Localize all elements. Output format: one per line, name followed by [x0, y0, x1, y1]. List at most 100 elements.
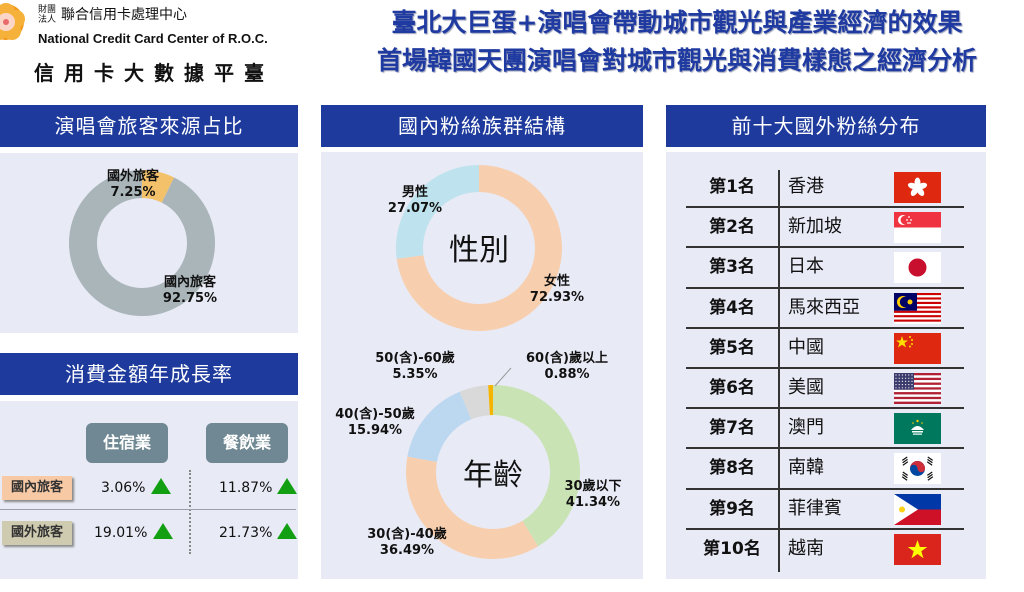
page-title: 臺北大巨蛋+演唱會帶動城市觀光與產業經濟的效果 首場韓國天團演唱會對城市觀光與消… — [330, 4, 1024, 80]
country-name: 美國 — [788, 377, 824, 398]
up-arrow-icon — [277, 478, 297, 494]
usa-flag-icon — [894, 373, 941, 404]
row-divider — [0, 509, 296, 510]
row-label-domestic: 國內旅客 — [2, 476, 72, 500]
south-korea-flag-icon — [894, 453, 941, 485]
china-flag-icon — [894, 332, 941, 364]
up-arrow-icon — [277, 523, 297, 539]
rank-row: 第9名 菲律賓 — [686, 489, 964, 529]
slice-label: 男性 — [402, 184, 428, 200]
donut-slice-1-1 — [396, 165, 479, 259]
slice-label: 30(含)-40歲 — [367, 526, 446, 542]
rank-separator — [686, 246, 964, 249]
domestic-lodging-value: 3.06% — [101, 480, 146, 496]
rank-label: 第3名 — [709, 257, 755, 278]
growth-header: 消費金額年成長率 — [0, 353, 298, 395]
slice-label: 50(含)-60歲 — [375, 350, 454, 366]
rank-separator — [686, 527, 964, 530]
rank-label: 第9名 — [709, 498, 755, 519]
donut-slice-1-0 — [396, 165, 562, 331]
rank-label: 第4名 — [709, 297, 755, 318]
org-name-zh: 財團法人 聯合信用卡處理中心 — [38, 3, 187, 27]
rank-row: 第1名 香港 — [686, 167, 964, 207]
rank-label: 第2名 — [709, 217, 755, 238]
rank-label: 第8名 — [709, 458, 755, 479]
donut-slice-0-1 — [68, 170, 215, 316]
title-line-1: 臺北大巨蛋+演唱會帶動城市觀光與產業經濟的效果 — [391, 8, 963, 37]
rank-label: 第6名 — [709, 378, 755, 398]
malaysia-flag-icon — [894, 292, 941, 324]
country-name: 越南 — [788, 537, 824, 559]
leader-line — [494, 367, 512, 387]
rank-row: 第2名 新加坡 — [686, 207, 964, 247]
country-name: 澳門 — [788, 417, 824, 439]
foreign-lodging-value: 19.01% — [94, 525, 148, 541]
rank-row: 第3名 日本 — [686, 247, 964, 287]
nccc-logo: 財團法人 聯合信用卡處理中心 National Credit Card Cente… — [0, 0, 312, 95]
rank-separator — [686, 206, 964, 209]
up-arrow-icon — [151, 478, 171, 494]
slice-label: 30歲以下 — [564, 478, 621, 494]
org-name-en: National Credit Card Center of R.O.C. — [38, 31, 268, 46]
platform-name: 信用卡大數據平臺 — [34, 61, 274, 85]
rank-row: 第8名 南韓 — [686, 448, 964, 488]
slice-label: 60(含)歲以上 — [526, 350, 608, 366]
rank-separator — [686, 407, 964, 410]
slice-label: 國外旅客 — [107, 168, 160, 184]
hong-kong-flag-icon — [894, 172, 941, 203]
philippines-flag-icon — [894, 493, 941, 525]
donut-slice-0-0 — [142, 170, 175, 203]
country-name: 南韓 — [788, 457, 824, 479]
domestic-dining-value: 11.87% — [219, 480, 273, 496]
visitor-source-header: 演唱會旅客來源占比 — [0, 105, 298, 147]
title-line-2: 首場韓國天團演唱會對城市觀光與消費樣態之經濟分析 — [376, 46, 977, 75]
country-name: 日本 — [788, 256, 824, 278]
slice-value-label: 36.49% — [380, 543, 434, 558]
rank-label: 第7名 — [709, 418, 755, 439]
slice-value-label: 92.75% — [163, 291, 217, 306]
country-name: 馬來西亞 — [788, 296, 860, 318]
rank-row: 第7名 澳門 — [686, 408, 964, 448]
visitor-source-panel: 國外旅客 7.25% 國內旅客 92.75% — [0, 153, 298, 333]
donut-center-label: 年齡 — [463, 458, 523, 493]
slice-value-label: 72.93% — [530, 290, 584, 305]
top10-header: 前十大國外粉絲分布 — [666, 105, 986, 147]
donut-slice-2-3 — [459, 385, 490, 420]
donut-slice-2-1 — [406, 456, 539, 559]
up-arrow-icon — [153, 523, 173, 539]
rank-row: 第6名 美國 — [686, 368, 964, 408]
slice-value-label: 27.07% — [388, 201, 442, 216]
donut-slice-2-4 — [488, 385, 493, 416]
rank-column-divider — [778, 170, 780, 572]
org-name: 聯合信用卡處理中心 — [61, 7, 187, 23]
column-lodging: 住宿業 — [86, 423, 168, 463]
foreign-dining-value: 21.73% — [219, 525, 273, 541]
plum-blossom-icon — [0, 3, 25, 40]
macau-flag-icon — [894, 413, 941, 445]
slice-value-label: 0.88% — [544, 367, 589, 382]
slice-value-label: 7.25% — [110, 185, 155, 200]
slice-value-label: 41.34% — [566, 495, 620, 510]
country-name: 新加坡 — [788, 216, 842, 238]
rank-separator — [686, 367, 964, 369]
rank-separator — [686, 286, 964, 289]
rank-label: 第10名 — [703, 538, 761, 559]
rank-label: 第5名 — [709, 337, 755, 358]
org-prefix: 財團法人 — [38, 5, 57, 25]
slice-value-label: 5.35% — [392, 367, 437, 382]
domestic-fans-header: 國內粉絲族群結構 — [321, 105, 643, 147]
rank-separator — [686, 487, 964, 490]
rank-row: 第4名 馬來西亞 — [686, 288, 964, 328]
slice-value-label: 15.94% — [348, 423, 402, 438]
domestic-fans-panel: 女性 72.93% 男性 27.07% 性別 30歲以下 41.34% 30(含)-40歲 3… — [321, 152, 643, 579]
rank-row: 第5名 中國 — [686, 328, 964, 368]
slice-label: 國內旅客 — [164, 274, 217, 290]
row-label-foreign: 國外旅客 — [2, 521, 72, 545]
rank-row: 第10名 越南 — [686, 529, 964, 569]
slice-label: 40(含)-50歲 — [335, 406, 414, 422]
rank-separator — [686, 447, 964, 450]
slice-label: 女性 — [544, 273, 570, 289]
country-name: 菲律賓 — [788, 497, 842, 519]
